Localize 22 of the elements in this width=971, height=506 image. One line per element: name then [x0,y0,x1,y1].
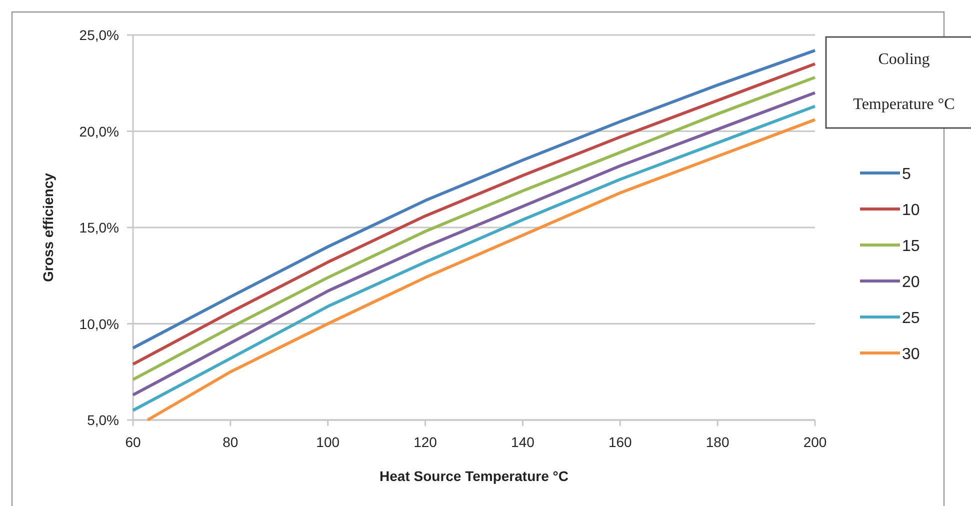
y-tick-label: 10,0% [79,316,119,332]
x-tick-label: 100 [316,434,340,450]
y-tick-label: 15,0% [79,220,119,236]
legend-label: 10 [902,202,920,219]
x-tick-label: 120 [414,434,438,450]
y-tick-label: 25,0% [79,27,119,43]
x-tick-label: 160 [608,434,632,450]
legend-label: 30 [902,346,920,363]
x-tick-label: 180 [706,434,730,450]
y-tick-label: 20,0% [79,123,119,140]
legend-label: 5 [902,166,911,183]
y-tick-label: 5,0% [87,412,119,428]
x-tick-label: 140 [511,434,535,450]
x-tick-label: 60 [125,434,141,450]
legend-label: 15 [902,238,920,255]
y-axis-title: Gross efficiency [40,172,56,282]
legend-label: 25 [902,310,920,327]
legend-label: 20 [902,274,920,291]
x-tick-label: 80 [222,434,238,450]
text: Cooling Temperature °C [853,51,955,113]
x-tick-label: 200 [803,434,827,450]
x-axis-title: Heat Source Temperature °C [380,468,568,484]
